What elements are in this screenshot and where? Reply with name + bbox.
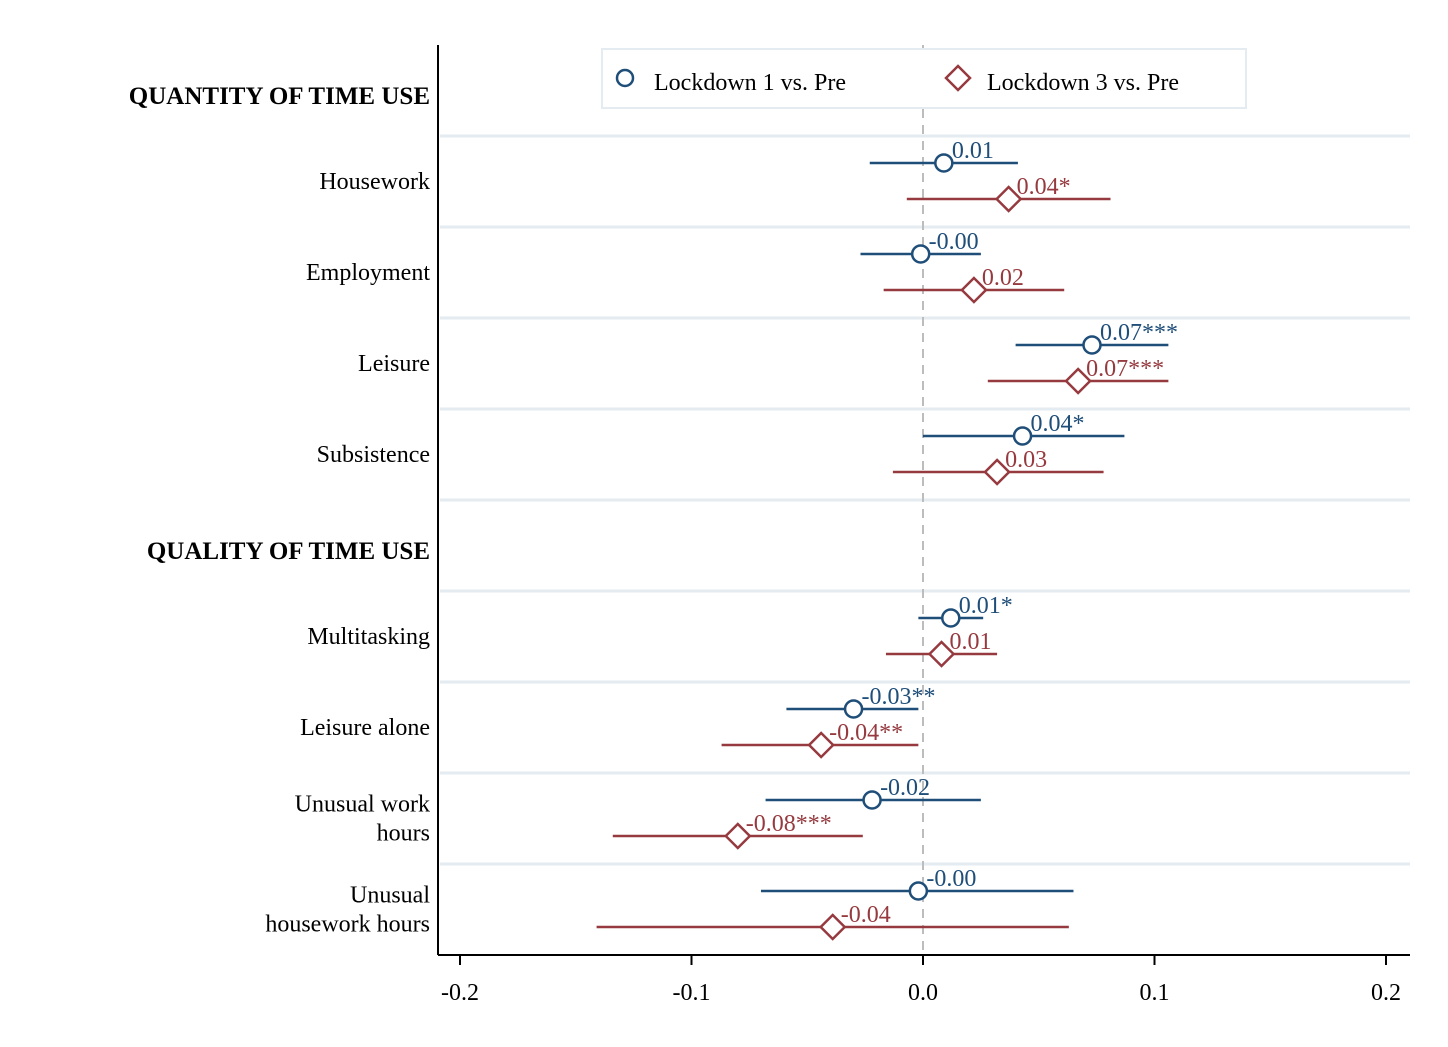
row-label: Housework [319,169,430,195]
lockdown3-point [818,913,847,941]
row-label: Multitasking [307,624,430,650]
x-tick-label: 0.0 [908,980,938,1006]
legend-label-lockdown1: Lockdown 1 vs. Pre [654,70,846,96]
lockdown3-point [994,185,1023,213]
lockdown1-point [843,699,864,719]
section-title: QUANTITY OF TIME USE [129,83,430,110]
lockdown3-point [724,822,752,850]
lockdown1-estimate-label: 0.04* [1031,411,1085,437]
row-label: Subsistence [317,442,430,468]
lockdown1-point [862,790,882,810]
lockdown3-estimate-label: 0.03 [1005,447,1047,473]
lockdown1-estimate-label: -0.02 [880,775,930,801]
lockdown3-estimate-label: 0.07*** [1086,356,1164,382]
lockdown3-estimate-label: -0.08*** [746,811,832,837]
row-label: Employment [306,260,430,286]
lockdown3-estimate-label: -0.04 [841,902,891,928]
row-label: Leisure [358,351,430,377]
lockdown3-estimate-label: 0.02 [982,265,1024,291]
lockdown1-estimate-label: 0.01* [959,593,1013,619]
lockdown3-estimate-label: 0.04* [1017,174,1071,200]
lockdown1-point [941,608,961,628]
legend-marker-lockdown1 [615,68,635,88]
lockdown1-point [934,153,954,173]
legend-label-lockdown3: Lockdown 3 vs. Pre [987,70,1179,96]
lockdown1-point [1012,426,1033,446]
lockdown1-estimate-label: 0.07*** [1100,320,1178,346]
estimates: 0.010.04*-0.000.020.07***0.07***0.04*0.0… [596,138,1178,941]
row-label: Leisure alone [300,715,430,741]
row-label: Unusual work [295,792,430,818]
lockdown3-point [960,276,988,304]
x-tick-label: 0.2 [1371,980,1401,1006]
legend: Lockdown 1 vs. Pre Lockdown 3 vs. Pre [601,48,1247,109]
row-labels: QUANTITY OF TIME USE Housework Employment L… [129,83,431,938]
lockdown3-point [983,458,1011,486]
lockdown1-point [1082,335,1102,355]
row-label: hours [377,821,430,847]
lockdown3-estimate-label: 0.01 [950,629,992,655]
x-tick-label: 0.1 [1140,980,1170,1006]
section-title: QUALITY OF TIME USE [147,538,430,565]
lockdown1-point [908,881,929,901]
lockdown1-point [910,244,931,264]
gridlines [440,134,1410,866]
axes: -0.2 -0.1 0.0 0.1 0.2 [437,45,1410,1006]
lockdown3-estimate-label: -0.04** [829,720,903,746]
lockdown1-estimate-label: -0.00 [929,229,979,255]
lockdown3-point [1064,367,1092,395]
legend-box [601,48,1247,109]
x-tick-label: -0.2 [441,980,479,1006]
lockdown1-estimate-label: -0.03** [862,684,936,710]
x-tick-label: -0.1 [673,980,711,1006]
legend-marker-lockdown3 [944,64,972,92]
row-label: Unusual [350,883,430,909]
lockdown3-point [807,731,835,759]
lockdown1-estimate-label: -0.00 [926,866,976,892]
lockdown1-estimate-label: 0.01 [952,138,994,164]
lockdown3-point [927,640,956,668]
row-label: housework hours [265,912,430,938]
